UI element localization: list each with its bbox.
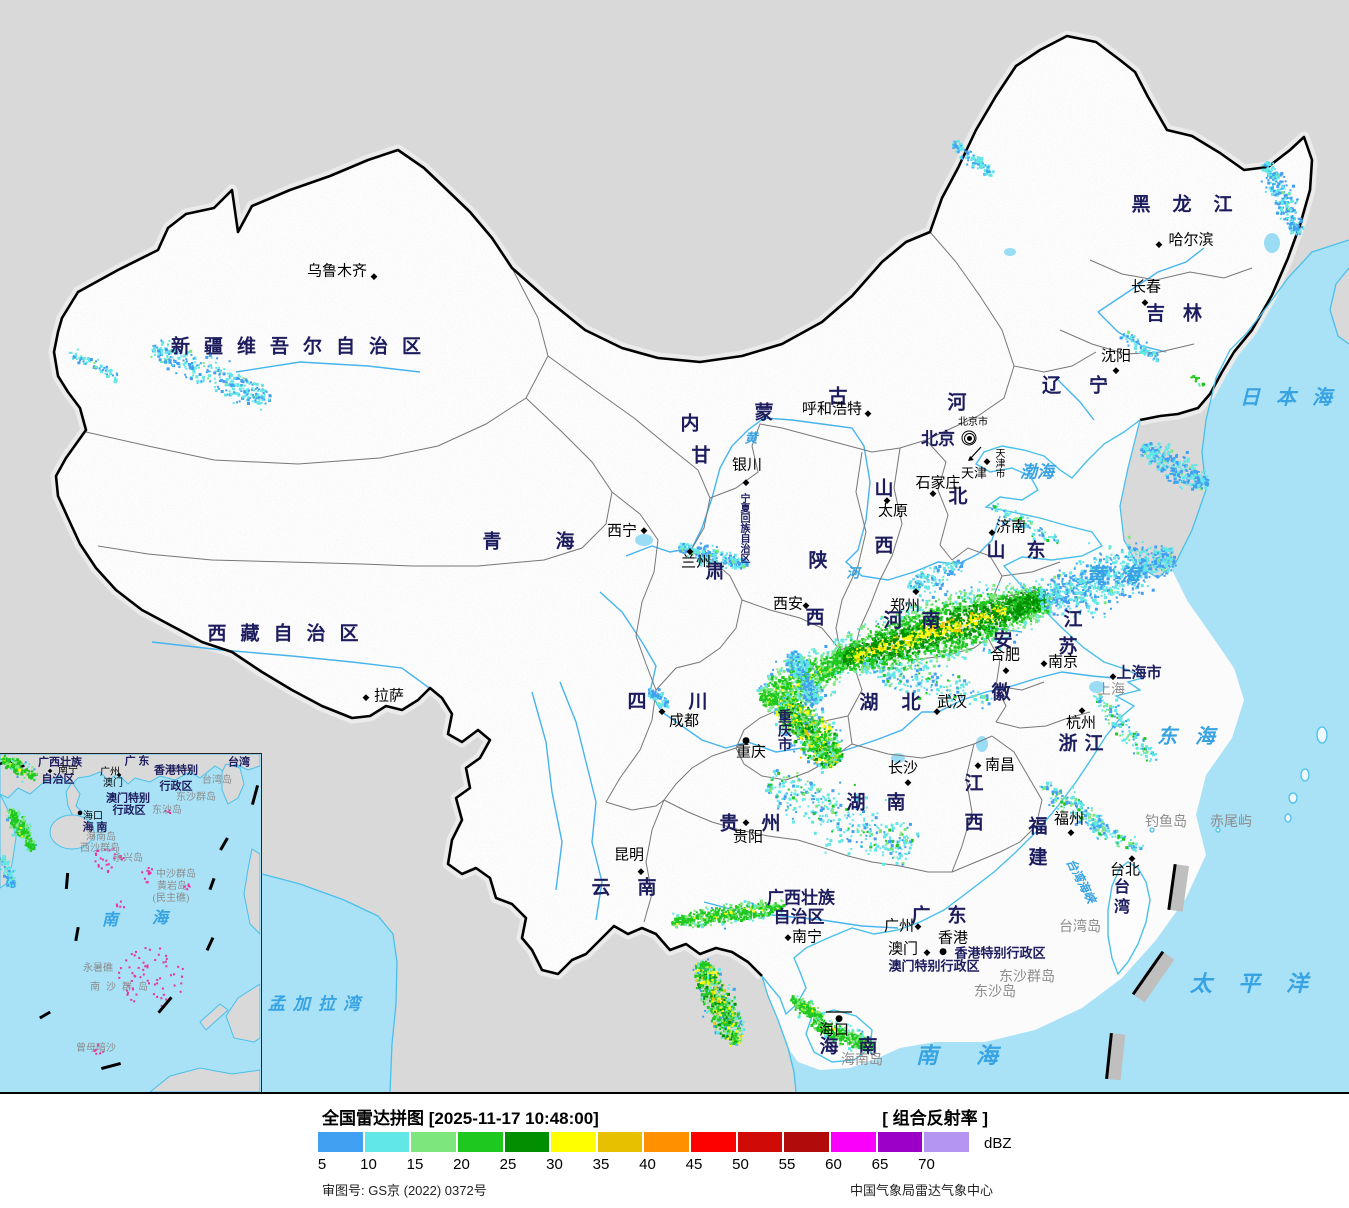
colorbar-swatch-40 — [644, 1132, 690, 1152]
china-radar-map: 新疆维吾尔自治区 黑龙江 吉林 辽宁内蒙古河北山西山东河南江苏安徽湖北浙江湖南江西贵州… — [0, 0, 1349, 1092]
tick-10: 10 — [360, 1156, 377, 1173]
product-name: [ 组合反射率 ] — [882, 1109, 988, 1128]
map-title: 全国雷达拼图 [2025-11-17 10:48:00] — [322, 1109, 599, 1128]
credit: 中国气象局雷达气象中心 — [849, 1183, 993, 1198]
tick-70: 70 — [918, 1156, 935, 1173]
colorbar-ticks: 5 10 15 20 25 30 35 40 45 50 55 60 65 70 — [318, 1156, 969, 1174]
leader-lines — [826, 446, 982, 1013]
tick-55: 55 — [778, 1156, 796, 1173]
colorbar-swatch-60 — [831, 1132, 876, 1152]
foreign-coastlines — [261, 239, 1349, 1092]
tick-40: 40 — [639, 1156, 656, 1173]
colorbar-swatch-65 — [877, 1132, 923, 1152]
tick-25: 25 — [499, 1156, 517, 1173]
colorbar-swatch-45 — [691, 1132, 736, 1152]
tick-60: 60 — [825, 1156, 842, 1173]
colorbar-swatch-15 — [411, 1132, 456, 1152]
ryukyu-islands — [1149, 726, 1328, 833]
radar-echo-layer — [68, 139, 1305, 1054]
tick-15: 15 — [406, 1156, 424, 1173]
inset-nine-dash-line — [39, 784, 260, 1071]
colorbar-swatch-50 — [737, 1132, 783, 1152]
colorbar-swatch-5 — [318, 1132, 363, 1152]
tick-65: 65 — [871, 1156, 889, 1173]
approval-number: 审图号: GS京 (2022) 0372号 — [322, 1183, 487, 1198]
unit-label: dBZ — [984, 1135, 1012, 1152]
inset-map — [0, 753, 261, 1093]
national-border — [52, 34, 1314, 977]
inset-echo-layer — [0, 754, 38, 889]
inset-islands-pink — [93, 809, 191, 1055]
base-map — [0, 0, 1349, 1092]
tick-5: 5 — [317, 1156, 327, 1173]
colorbar-swatch-25 — [504, 1132, 550, 1152]
taiwan-island — [1107, 861, 1151, 976]
reflectivity-colorbar — [318, 1132, 969, 1152]
china-coastline — [761, 419, 1144, 1016]
tick-45: 45 — [685, 1156, 703, 1173]
colorbar-swatch-55 — [784, 1132, 830, 1152]
colorbar-swatch-20 — [457, 1132, 503, 1152]
maritime-dash-line — [1105, 864, 1190, 1081]
colorbar-swatch-30 — [551, 1132, 596, 1152]
south-china-sea-inset: 广西壮族 自治区 南宁广 东广州 澳门 香港特别 行政区 澳门特别 行政区 台湾 台湾岛 东沙群岛东… — [0, 753, 262, 1093]
colorbar-swatch-35 — [597, 1132, 643, 1152]
legend-bar: 全国雷达拼图 [2025-11-17 10:48:00] [ 组合反射率 ] d… — [0, 1092, 1349, 1208]
colorbar-swatch-10 — [364, 1132, 410, 1152]
tick-35: 35 — [592, 1156, 610, 1173]
tick-50: 50 — [732, 1156, 749, 1173]
colorbar-swatch-70 — [924, 1132, 969, 1152]
tick-20: 20 — [453, 1156, 470, 1173]
tick-30: 30 — [546, 1156, 563, 1173]
